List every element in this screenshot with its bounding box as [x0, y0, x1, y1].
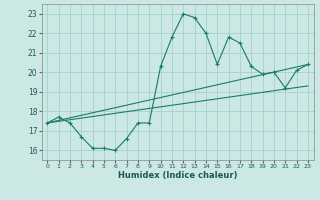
X-axis label: Humidex (Indice chaleur): Humidex (Indice chaleur) [118, 171, 237, 180]
